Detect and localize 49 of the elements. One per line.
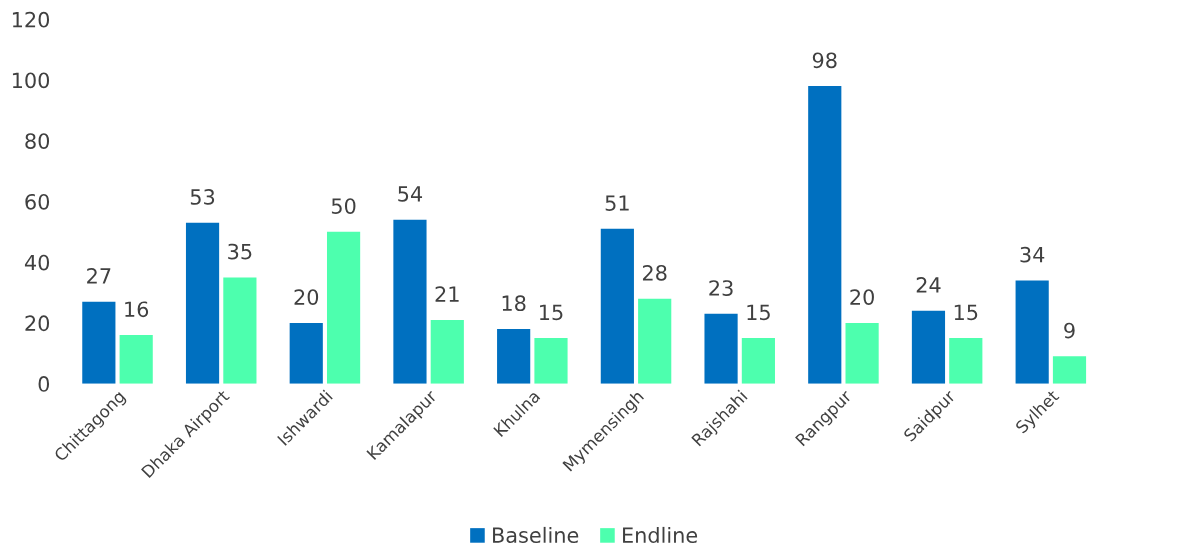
legend-label: Endline — [623, 526, 698, 544]
data-label: 28 — [642, 264, 667, 281]
data-label: 34 — [1020, 246, 1045, 263]
data-label: 50 — [331, 198, 356, 214]
y-tick-label: 120 — [12, 11, 50, 28]
bar — [185, 222, 220, 384]
data-label: 27 — [87, 267, 111, 284]
data-label: 15 — [747, 304, 770, 321]
data-label: 53 — [190, 189, 215, 205]
data-label: 15 — [540, 304, 563, 321]
bar — [1052, 356, 1087, 384]
bar — [82, 301, 116, 384]
y-tick-label: 40 — [24, 254, 50, 271]
data-label: 98 — [812, 52, 837, 69]
bar — [497, 328, 531, 384]
data-label: 21 — [435, 286, 459, 302]
bar — [430, 319, 464, 384]
y-tick-label: 80 — [25, 133, 50, 149]
bar — [704, 313, 738, 384]
bar — [326, 231, 361, 384]
data-label: 54 — [398, 186, 423, 202]
bar — [911, 310, 946, 384]
data-label: 51 — [605, 195, 629, 211]
y-tick-label: 20 — [25, 315, 50, 332]
legend-label: Baseline — [493, 526, 579, 544]
bar — [600, 228, 634, 384]
data-label: 23 — [709, 280, 733, 296]
bar — [949, 338, 983, 384]
data-label: 9 — [1064, 322, 1075, 339]
bar — [845, 322, 879, 384]
bar — [808, 86, 842, 384]
data-label: 35 — [228, 243, 252, 260]
data-label: 18 — [502, 295, 526, 312]
bar — [534, 338, 568, 384]
data-label: 16 — [125, 301, 149, 318]
bar — [1015, 280, 1049, 384]
bar — [741, 338, 775, 384]
bar — [289, 322, 323, 384]
bar — [393, 219, 427, 384]
data-label: 15 — [954, 304, 978, 321]
y-tick-label: 100 — [12, 72, 50, 89]
data-label: 24 — [916, 277, 941, 293]
y-tick-label: 0 — [38, 376, 50, 392]
y-tick-label: 60 — [25, 193, 50, 210]
bar — [119, 335, 153, 384]
bar — [638, 298, 672, 384]
data-label: 20 — [294, 289, 319, 305]
bar — [223, 277, 257, 384]
data-label: 20 — [850, 289, 874, 305]
